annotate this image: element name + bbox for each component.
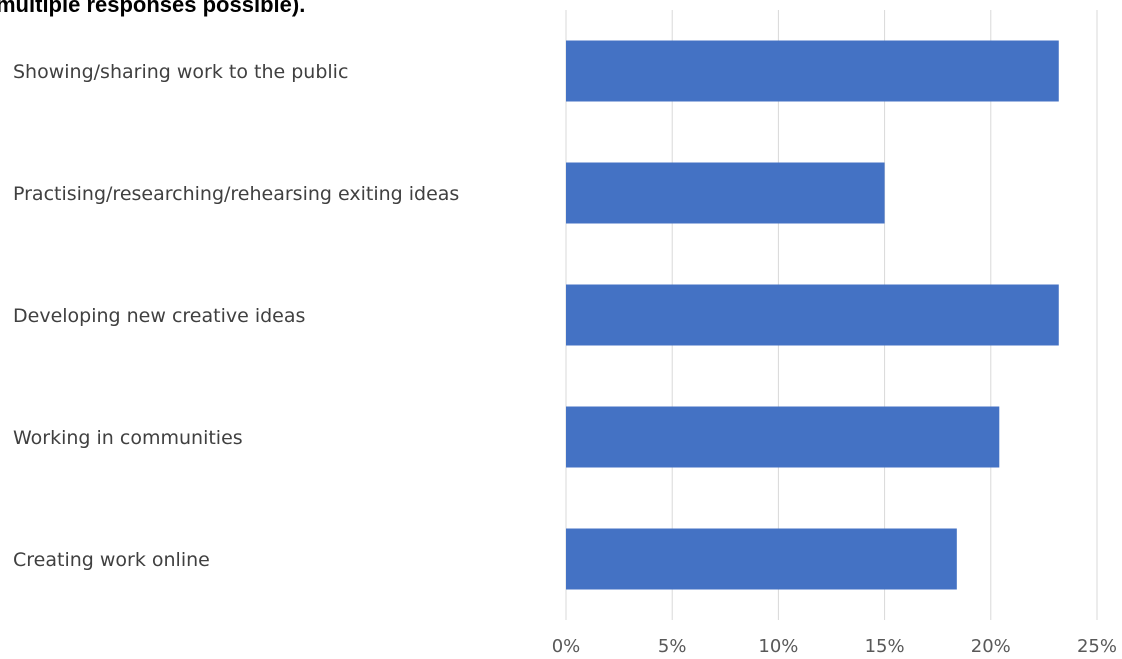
x-axis-tick-labels: 0% 5% 10% 15% 20% 25% xyxy=(552,636,1117,657)
category-label: Working in communities xyxy=(13,427,243,449)
category-label: Showing/sharing work to the public xyxy=(13,61,348,83)
bar xyxy=(566,40,1059,102)
x-tick-label: 15% xyxy=(865,636,905,657)
bar xyxy=(566,406,1000,468)
category-label: Practising/researching/rehearsing exitin… xyxy=(13,183,459,205)
chart-heading: multiple responses possible). xyxy=(0,0,306,17)
bars xyxy=(566,40,1059,590)
x-tick-label: 25% xyxy=(1077,636,1117,657)
x-tick-label: 20% xyxy=(971,636,1011,657)
bar xyxy=(566,284,1059,346)
category-label: Creating work online xyxy=(13,549,210,571)
x-tick-label: 5% xyxy=(658,636,687,657)
category-label: Developing new creative ideas xyxy=(13,305,305,327)
x-tick-label: 10% xyxy=(758,636,798,657)
bar xyxy=(566,162,885,224)
bar xyxy=(566,528,957,590)
category-labels: Showing/sharing work to the public Practi… xyxy=(13,61,459,571)
x-tick-label: 0% xyxy=(552,636,581,657)
